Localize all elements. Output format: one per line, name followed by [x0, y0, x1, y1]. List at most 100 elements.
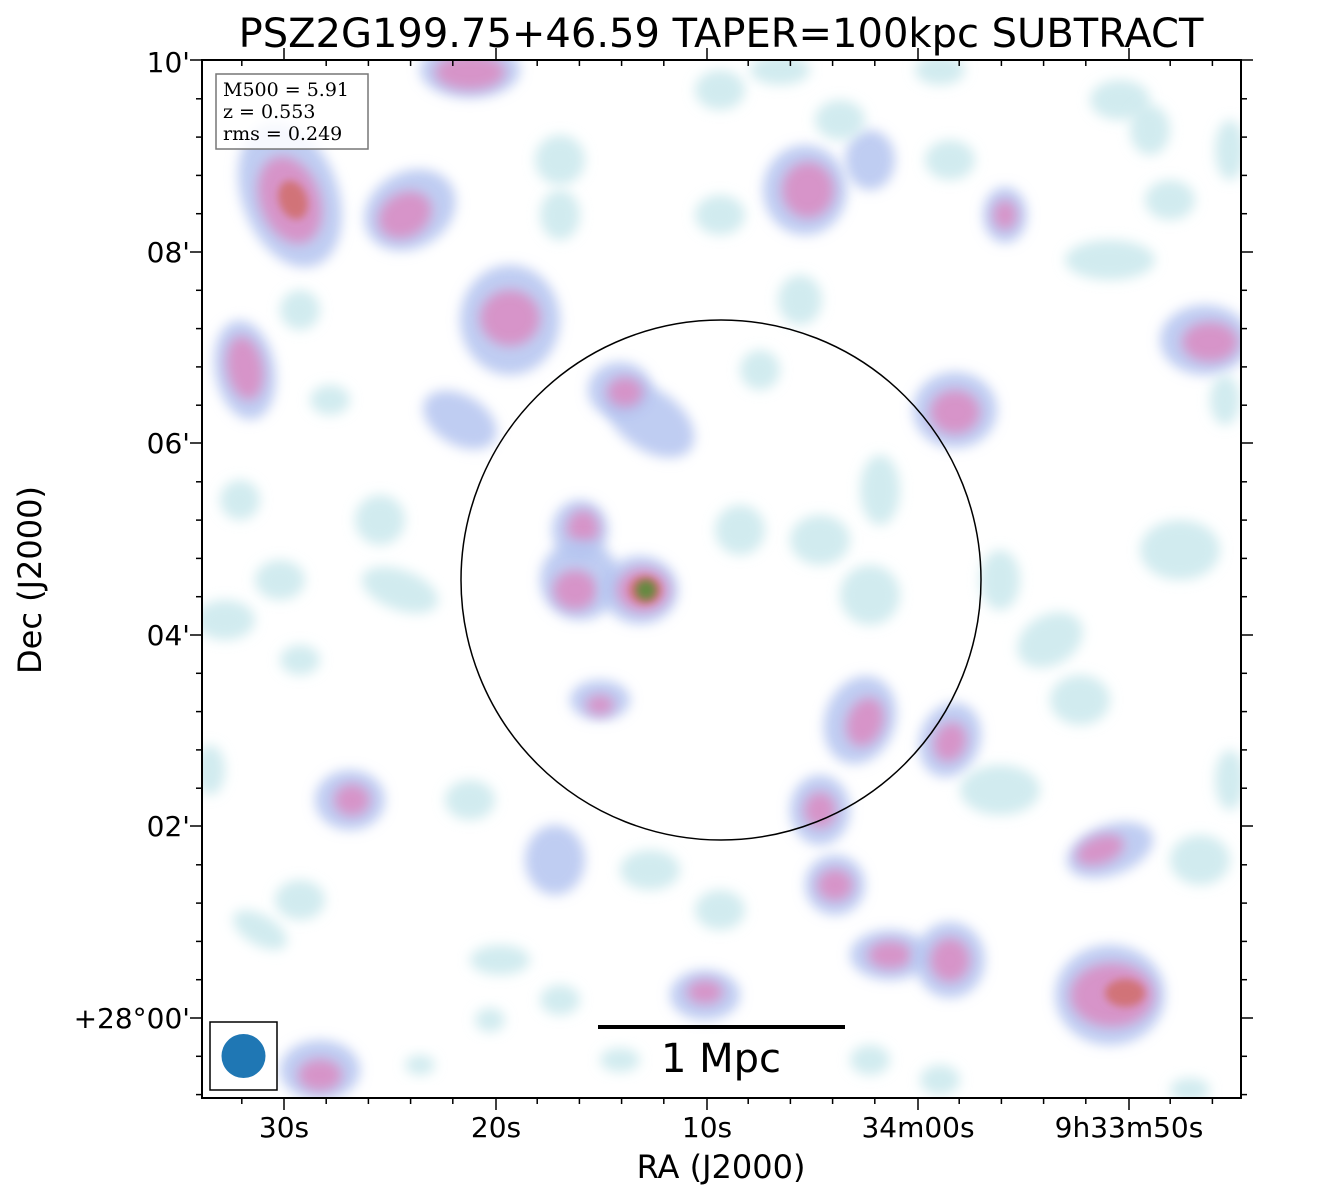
plot-frame: [201, 59, 1242, 1099]
emission-blob: [930, 390, 980, 434]
info-redshift: z = 0.553: [223, 101, 315, 123]
emission-blob: [232, 910, 288, 950]
emission-blob: [361, 566, 439, 614]
emission-blob: [470, 945, 530, 975]
emission-blob: [636, 580, 656, 600]
emission-blob: [1170, 835, 1230, 885]
emission-blob: [782, 162, 834, 218]
emission-blob: [930, 938, 970, 982]
emission-blob: [445, 780, 495, 820]
emission-blob: [280, 290, 320, 330]
x-tick-label-20s: 20s: [471, 1111, 521, 1144]
emission-blob: [475, 1008, 505, 1032]
emission-blob: [960, 765, 1040, 815]
emission-blob: [334, 784, 370, 816]
emission-blob: [220, 480, 260, 520]
emission-blob: [1145, 180, 1195, 220]
emission-blob: [423, 390, 497, 450]
y-tick-label-28d00: +28°00': [74, 1002, 190, 1035]
emission-blob: [1090, 80, 1150, 120]
emission-blob: [1017, 612, 1083, 668]
emission-blob: [715, 505, 765, 555]
emission-blob: [868, 941, 912, 969]
y-axis-label: Dec (J2000): [11, 486, 49, 674]
emission-blob: [687, 980, 723, 1004]
scale-bar: 1 Mpc: [598, 1025, 845, 1082]
emission-blob: [1182, 322, 1238, 362]
emission-blob: [607, 377, 643, 407]
emission-blob: [790, 515, 850, 565]
emission-blob: [925, 140, 975, 180]
emission-blob: [740, 350, 780, 390]
emission-blob: [750, 60, 810, 85]
emission-blob: [202, 600, 255, 640]
y-tick-label-06: 06': [147, 427, 190, 460]
emission-blob: [553, 570, 597, 610]
beam-indicator: [209, 1021, 278, 1091]
beam-ellipse: [221, 1034, 266, 1078]
emission-blob: [1105, 979, 1145, 1007]
x-tick-label-30s: 30s: [259, 1111, 309, 1144]
emission-blob: [915, 60, 965, 85]
emission-blob: [567, 510, 599, 546]
emission-blob: [435, 60, 505, 90]
x-tick-label-34m00s: 34m00s: [861, 1111, 974, 1144]
emission-blob: [1215, 120, 1241, 180]
emission-blob: [695, 195, 745, 235]
emission-blob: [850, 1045, 890, 1075]
axis-ticks: [190, 48, 1253, 1110]
emission-blob: [525, 825, 585, 895]
emission-blob: [355, 495, 405, 545]
emission-blob: [1065, 240, 1155, 280]
emission-blob: [1076, 834, 1124, 866]
emission-blob: [817, 869, 853, 901]
emission-blob: [778, 275, 822, 325]
y-tick-label-10: 10': [147, 46, 190, 79]
emission-blob: [275, 880, 325, 920]
emission-blob: [980, 550, 1020, 610]
emission-blob: [920, 1065, 960, 1095]
emission-blob: [310, 385, 350, 415]
emission-blob: [840, 565, 900, 625]
emission-blob: [535, 135, 585, 185]
emission-blob: [202, 745, 225, 795]
emission-blob: [226, 336, 264, 400]
radio-emission-map: [202, 60, 1241, 1098]
info-rms: rms = 0.249: [223, 123, 342, 145]
emission-blob: [540, 190, 580, 240]
emission-blob: [405, 1055, 435, 1075]
y-tick-label-08: 08': [147, 236, 190, 269]
emission-blob: [480, 290, 540, 346]
emission-blob: [278, 180, 308, 220]
emission-blob: [695, 70, 745, 110]
x-tick-label-10s: 10s: [682, 1111, 732, 1144]
emission-blob: [815, 100, 865, 140]
emission-blob: [993, 200, 1017, 230]
y-tick-label-04: 04': [147, 619, 190, 652]
chart-title: PSZ2G199.75+46.59 TAPER=100kpc SUBTRACT: [239, 11, 1204, 57]
emission-blob: [600, 1048, 640, 1072]
info-m500: M500 = 5.91: [223, 79, 349, 101]
emission-blob: [1140, 520, 1220, 580]
emission-blob: [540, 985, 580, 1015]
emission-blob: [1130, 105, 1170, 155]
emission-blob: [695, 890, 745, 930]
emission-blob: [298, 1059, 342, 1091]
x-axis-label: RA (J2000): [637, 1148, 806, 1186]
emission-blob: [845, 130, 895, 190]
emission-blob: [846, 697, 884, 747]
emission-blob: [1170, 1078, 1210, 1098]
emission-blob: [586, 695, 614, 715]
emission-blob: [280, 645, 320, 675]
emission-blob: [1050, 675, 1110, 725]
emission-blob: [1210, 375, 1240, 425]
emission-blob: [1215, 750, 1241, 810]
emission-blob: [255, 560, 305, 600]
emission-blob: [620, 850, 680, 890]
scale-bar-label: 1 Mpc: [661, 1036, 781, 1082]
info-box: M500 = 5.91 z = 0.553 rms = 0.249: [215, 73, 369, 150]
emission-blob: [860, 455, 900, 525]
emission-blob: [378, 191, 432, 239]
r500-circle: [460, 319, 982, 841]
